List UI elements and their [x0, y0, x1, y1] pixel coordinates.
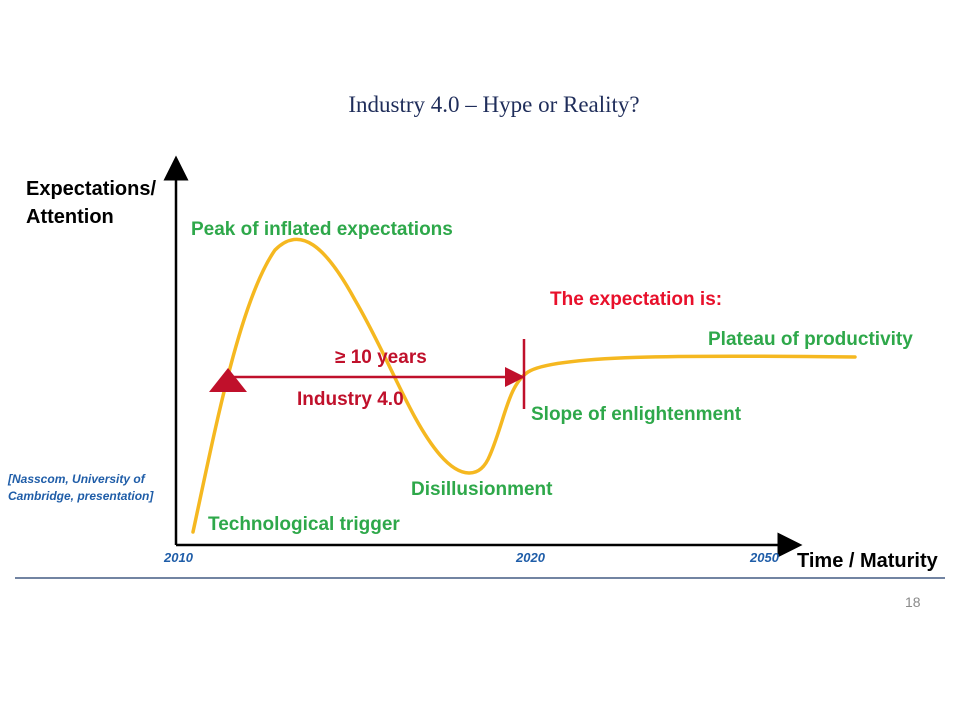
phase-plateau-label: Plateau of productivity — [708, 329, 913, 350]
duration-label: ≥ 10 years — [335, 347, 427, 368]
hype-curve — [191, 237, 857, 534]
expectation-label: The expectation is: — [550, 289, 723, 310]
source-citation: [Nasscom, University of Cambridge, prese… — [8, 471, 178, 505]
industry-position-label: Industry 4.0 — [297, 389, 404, 410]
y-axis-label: Expectations/ Attention — [26, 175, 156, 231]
slide-title: Industry 4.0 – Hype or Reality? — [348, 92, 640, 117]
x-tick-2010: 2010 — [164, 550, 193, 565]
x-tick-2020: 2020 — [516, 550, 545, 565]
phase-trough-label: Disillusionment — [411, 479, 553, 500]
y-axis-label-line1: Expectations/ — [26, 178, 157, 200]
phase-trigger-label: Technological trigger — [208, 514, 400, 535]
x-tick-2050: 2050 — [750, 550, 779, 565]
industry-position-triangle — [209, 368, 247, 392]
phase-slope-label: Slope of enlightenment — [531, 404, 742, 425]
page-number: 18 — [905, 594, 921, 610]
source-line1: [Nasscom, University of — [8, 472, 145, 486]
x-axis-label: Time / Maturity — [797, 550, 938, 572]
y-axis-label-line2: Attention — [26, 206, 114, 228]
source-line2: Cambridge, presentation] — [8, 489, 154, 503]
phase-peak-label: Peak of inflated expectations — [191, 219, 453, 240]
